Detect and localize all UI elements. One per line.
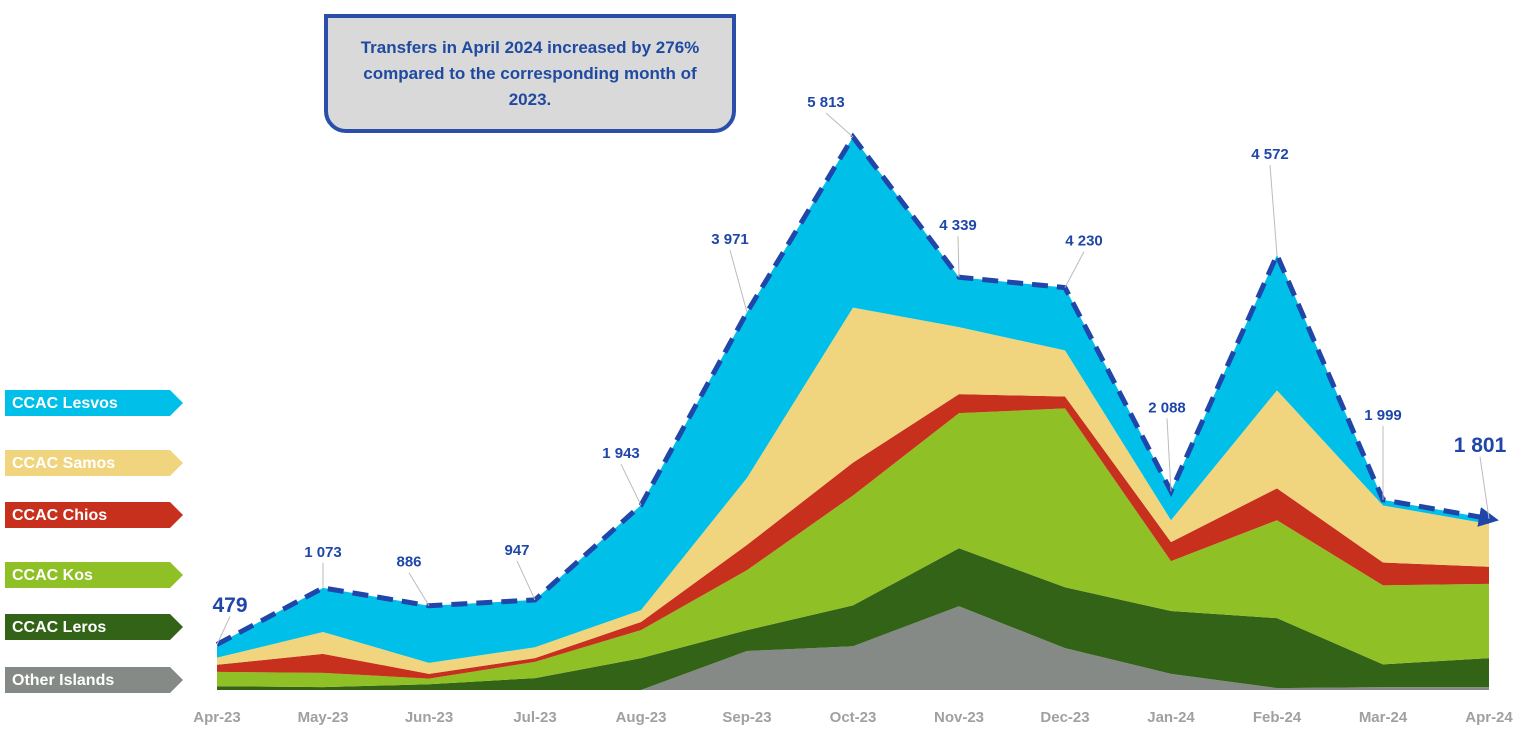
leader-line — [1269, 165, 1278, 256]
total-label: 1 073 — [304, 544, 342, 561]
legend-swatch — [5, 450, 183, 476]
leader-line — [1479, 456, 1490, 519]
area — [217, 606, 1489, 690]
leader-line — [408, 572, 430, 606]
legend-swatch — [5, 390, 183, 416]
total-label: 1 943 — [602, 445, 640, 462]
leader-line — [957, 236, 960, 278]
total-label: 479 — [212, 594, 247, 617]
total-label: 4 339 — [939, 217, 977, 234]
x-tick-label: Jul-23 — [513, 709, 556, 726]
legend-label: CCAC Kos — [12, 567, 93, 584]
total-label: 3 971 — [711, 231, 749, 248]
total-label: 886 — [396, 554, 421, 571]
leader-line — [825, 112, 854, 138]
leader-line — [1166, 418, 1172, 492]
leader-line — [516, 560, 536, 601]
x-tick-label: Nov-23 — [934, 709, 984, 726]
area — [217, 394, 1489, 679]
legend-swatch — [5, 562, 183, 588]
legend-label: Other Islands — [12, 672, 114, 689]
total-label: 1 999 — [1364, 407, 1402, 424]
x-tick-label: Sep-23 — [722, 709, 771, 726]
leader-line — [729, 250, 748, 313]
x-tick-label: Jan-24 — [1147, 709, 1195, 726]
legend-label: CCAC Samos — [12, 455, 115, 472]
x-tick-label: Mar-24 — [1359, 709, 1408, 726]
total-label: 4 572 — [1251, 146, 1289, 163]
x-tick-label: Apr-23 — [193, 709, 241, 726]
x-tick-label: Oct-23 — [830, 709, 877, 726]
x-tick-label: May-23 — [298, 709, 349, 726]
x-tick-label: Apr-24 — [1465, 709, 1513, 726]
annotation: Transfers in April 2024 increased by 276… — [324, 14, 736, 133]
legend-swatch — [5, 667, 183, 693]
area — [217, 548, 1489, 690]
x-tick-label: Aug-23 — [616, 709, 667, 726]
legend-label: CCAC Chios — [12, 507, 107, 524]
total-label: 4 230 — [1065, 233, 1103, 250]
total-label: 947 — [504, 542, 529, 559]
area — [217, 137, 1489, 663]
area — [217, 307, 1489, 674]
x-tick-label: Feb-24 — [1253, 709, 1302, 726]
legend-label: CCAC Lesvos — [12, 395, 118, 412]
leader-line — [216, 616, 231, 645]
legend-swatch — [5, 614, 183, 640]
x-tick-label: Dec-23 — [1040, 709, 1089, 726]
legend-label: CCAC Leros — [12, 619, 106, 636]
total-label: 1 801 — [1454, 434, 1507, 457]
legend-swatch — [5, 502, 183, 528]
x-tick-label: Jun-23 — [405, 709, 453, 726]
area — [217, 408, 1489, 688]
total-label: 2 088 — [1148, 399, 1186, 416]
total-label: 5 813 — [807, 94, 845, 111]
leader-line — [620, 463, 642, 506]
leader-line — [1064, 251, 1085, 288]
